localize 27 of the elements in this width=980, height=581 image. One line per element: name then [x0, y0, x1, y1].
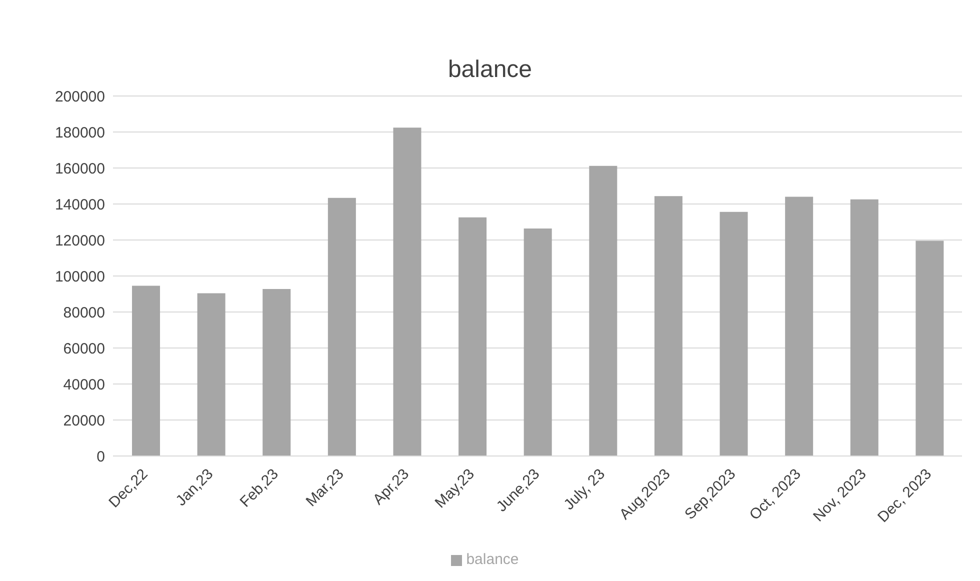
bar	[524, 228, 552, 456]
legend-label: balance	[466, 551, 519, 568]
bar	[328, 198, 356, 456]
y-tick-label: 80000	[63, 304, 105, 322]
y-tick-label: 60000	[63, 340, 105, 358]
y-tick-label: 40000	[63, 376, 105, 394]
y-tick-label: 180000	[54, 124, 105, 142]
bar	[132, 286, 160, 456]
bar	[197, 293, 226, 456]
bar	[916, 240, 944, 456]
y-tick-label: 20000	[63, 412, 105, 430]
bar	[589, 166, 618, 456]
x-tick-label: July, 23	[560, 466, 608, 514]
y-tick-label: 160000	[54, 160, 105, 178]
bar	[850, 199, 878, 456]
bar	[458, 217, 487, 456]
bar	[393, 128, 422, 456]
bar	[262, 288, 291, 456]
y-tick-label: 100000	[54, 268, 105, 286]
bar	[720, 212, 748, 456]
bar	[654, 196, 682, 456]
y-tick-label: 140000	[54, 196, 105, 214]
chart-title: balance	[446, 55, 534, 85]
y-tick-label: 0	[96, 448, 105, 466]
y-tick-label: 120000	[54, 232, 105, 250]
y-tick-label: 200000	[54, 88, 105, 106]
bar	[785, 196, 814, 456]
